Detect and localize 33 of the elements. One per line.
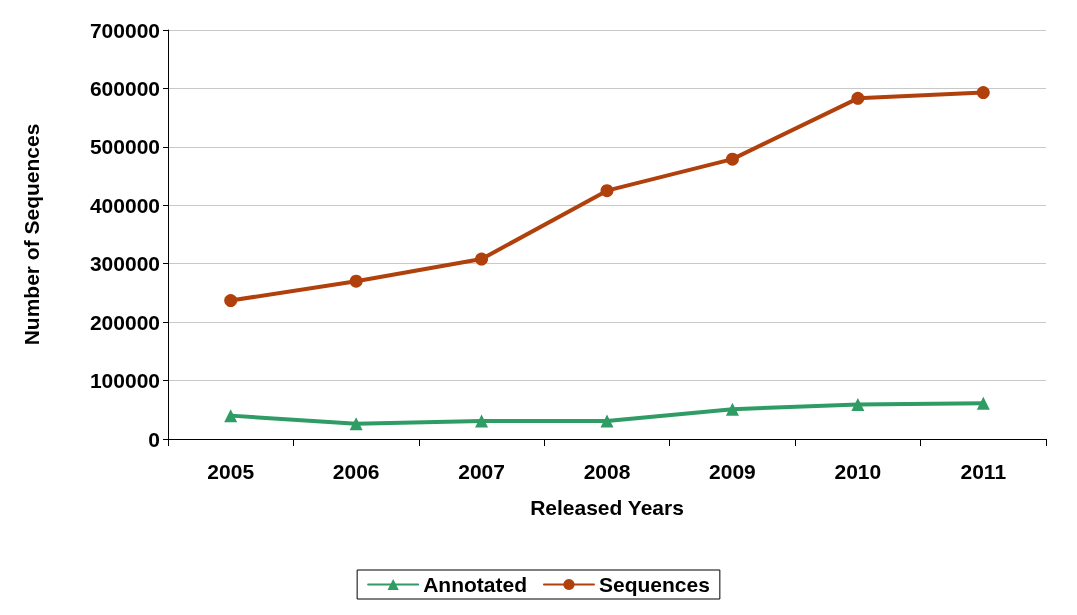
y-tick-label: 100000 [89,369,160,393]
point [976,396,990,410]
point [349,274,363,288]
y-tick-label: 600000 [89,76,160,100]
y-axis-title: Number of Sequences [20,123,43,346]
point [349,417,363,431]
x-tick-label: 2011 [960,460,1007,483]
point [851,398,865,412]
x-tick-label: 2007 [458,460,505,483]
point [475,252,489,266]
point [224,294,238,308]
point [725,152,739,166]
point [976,86,990,100]
point [725,402,739,416]
legend-label: Annotated [423,573,527,596]
legend-label: Sequences [598,573,710,596]
x-tick-label: 2010 [834,460,882,483]
y-tick-label: 700000 [89,18,160,42]
y-tick-label: 0 [148,427,160,451]
y-tick-label: 500000 [89,135,160,159]
point [224,409,238,423]
x-tick-label: 2008 [583,460,631,483]
y-tick-label: 300000 [89,252,160,276]
x-tick-label: 2009 [709,460,756,483]
point [475,414,489,428]
x-tick-label: 2005 [207,460,255,483]
x-tick-label: 2006 [332,460,380,483]
y-tick-label: 400000 [89,193,160,217]
point [600,414,614,428]
point [851,91,865,105]
x-axis-title: Released Years [530,496,684,519]
y-tick-label: 200000 [89,310,160,334]
point [600,184,614,198]
